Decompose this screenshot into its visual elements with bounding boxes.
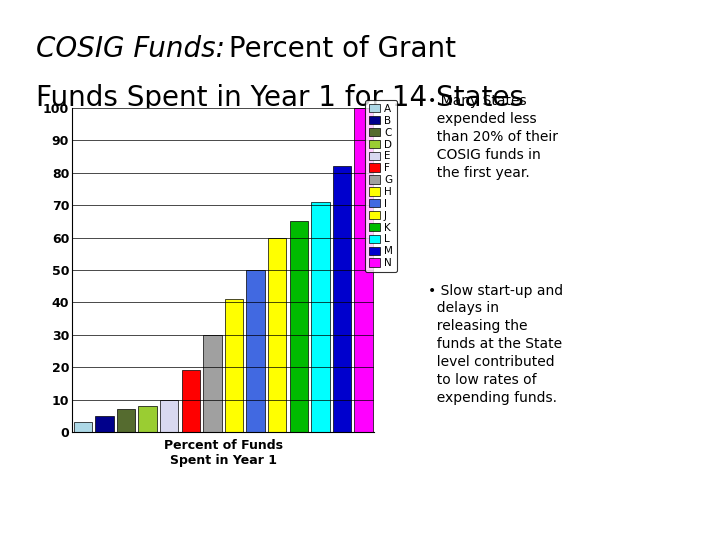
Text: Funds Spent in Year 1 for 14 States: Funds Spent in Year 1 for 14 States [36, 84, 524, 112]
Bar [311, 202, 330, 432]
Text: • Slow start-up and
  delays in
  releasing the
  funds at the State
  level con: • Slow start-up and delays in releasing … [428, 284, 564, 404]
Bar [138, 406, 157, 432]
Bar [117, 409, 135, 432]
Bar [160, 400, 179, 432]
Bar [203, 335, 222, 432]
Legend: A, B, C, D, E, F, G, H, I, J, K, L, M, N: A, B, C, D, E, F, G, H, I, J, K, L, M, N [365, 100, 397, 272]
Bar [354, 108, 373, 432]
Bar [333, 166, 351, 432]
Bar [268, 238, 287, 432]
Bar [225, 299, 243, 432]
Text: • Many States
  expended less
  than 20% of their
  COSIG funds in
  the first y: • Many States expended less than 20% of … [428, 94, 559, 180]
X-axis label: Percent of Funds
Spent in Year 1: Percent of Funds Spent in Year 1 [163, 439, 283, 467]
Bar [73, 422, 92, 432]
Bar [246, 270, 265, 432]
Bar [181, 370, 200, 432]
Text: COSIG Funds:: COSIG Funds: [36, 35, 225, 63]
Bar [95, 416, 114, 432]
Bar [289, 221, 308, 432]
Text: Percent of Grant: Percent of Grant [220, 35, 456, 63]
